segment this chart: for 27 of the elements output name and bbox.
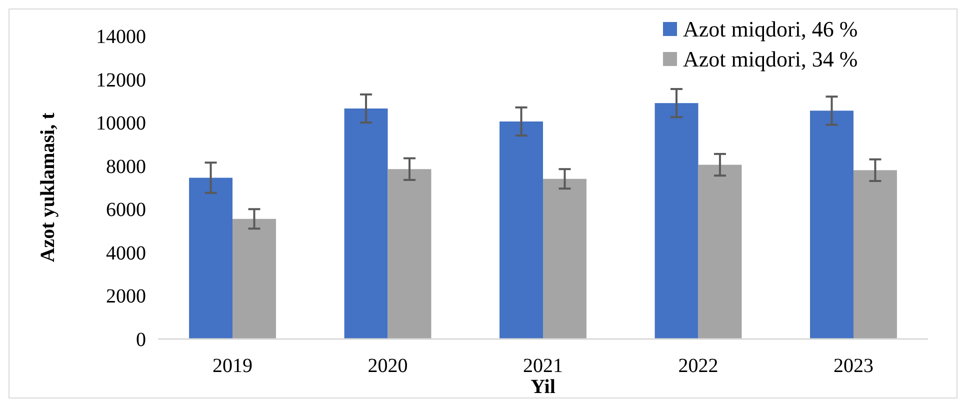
bar bbox=[344, 108, 388, 339]
bar bbox=[810, 110, 854, 339]
x-tick-label: 2023 bbox=[833, 355, 874, 377]
bar bbox=[654, 103, 698, 339]
x-axis-title: Yil bbox=[530, 376, 556, 398]
x-tick-label: 2019 bbox=[212, 355, 253, 377]
bar bbox=[853, 170, 897, 339]
y-tick-label: 4000 bbox=[106, 242, 146, 264]
bar bbox=[189, 178, 233, 339]
bar bbox=[698, 164, 742, 339]
y-tick-label: 8000 bbox=[106, 156, 146, 178]
legend-label: Azot miqdori, 46 % bbox=[683, 16, 858, 42]
legend-label: Azot miqdori, 34 % bbox=[683, 46, 858, 72]
x-tick-label: 2020 bbox=[368, 355, 408, 377]
bar bbox=[388, 169, 432, 339]
bar bbox=[232, 218, 276, 339]
y-tick-label: 12000 bbox=[96, 69, 146, 92]
y-axis-title: Azot yuklamasi, t bbox=[37, 112, 59, 262]
x-tick-label: 2021 bbox=[523, 355, 563, 377]
y-tick-label: 6000 bbox=[106, 199, 146, 222]
x-tick-label: 2022 bbox=[678, 355, 718, 377]
y-tick-label: 14000 bbox=[96, 26, 146, 48]
bar bbox=[500, 121, 543, 339]
y-tick-label: 0 bbox=[136, 329, 146, 351]
y-tick-label: 10000 bbox=[96, 112, 146, 135]
bar bbox=[543, 178, 586, 339]
y-tick-label: 2000 bbox=[106, 286, 146, 308]
